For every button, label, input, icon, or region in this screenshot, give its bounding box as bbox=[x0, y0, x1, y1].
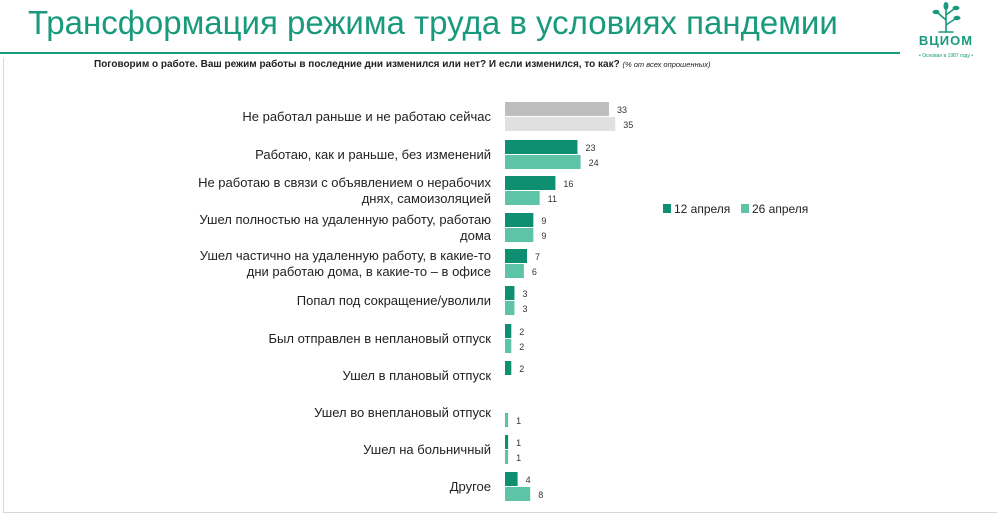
category-label: Ушел в плановый отпуск bbox=[343, 368, 492, 383]
frame-left-border bbox=[3, 58, 4, 513]
data-label: 2 bbox=[519, 342, 524, 352]
category-label: Не работаю в связи с объявлением о нераб… bbox=[198, 175, 491, 206]
bar bbox=[505, 140, 578, 154]
data-label: 23 bbox=[585, 143, 595, 153]
bar bbox=[505, 117, 616, 131]
data-label: 11 bbox=[548, 194, 557, 204]
data-label: 9 bbox=[541, 231, 546, 241]
question-text: Поговорим о работе. Ваш режим работы в п… bbox=[94, 59, 620, 70]
data-label: 1 bbox=[516, 438, 521, 448]
category-label: Был отправлен в неплановый отпуск bbox=[269, 331, 492, 346]
bar bbox=[505, 339, 512, 353]
data-label: 6 bbox=[532, 267, 537, 277]
category-label-line: днях, самоизоляцией bbox=[362, 191, 491, 206]
bar bbox=[505, 213, 534, 227]
logo-tagline: • Основан в 1987 году • bbox=[918, 53, 974, 59]
question-note: (% от всех опрошенных) bbox=[622, 60, 711, 69]
bar bbox=[505, 191, 540, 205]
bar bbox=[505, 286, 515, 300]
data-label: 8 bbox=[538, 490, 543, 500]
category-label-line: Ушел в плановый отпуск bbox=[343, 368, 492, 383]
logo-name: ВЦИОМ bbox=[918, 33, 974, 48]
bar bbox=[505, 472, 518, 486]
category-label: Ушел на больничный bbox=[363, 442, 491, 457]
category-label-line: Попал под сокращение/уволили bbox=[297, 293, 491, 308]
title-divider bbox=[0, 52, 900, 54]
category-label: Ушел полностью на удаленную работу, рабо… bbox=[199, 212, 491, 243]
bar bbox=[505, 450, 509, 464]
category-label-line: Ушел частично на удаленную работу, в как… bbox=[200, 248, 491, 263]
data-label: 9 bbox=[541, 216, 546, 226]
bar bbox=[505, 435, 509, 449]
data-label: 1 bbox=[516, 453, 521, 463]
data-label: 16 bbox=[563, 179, 573, 189]
category-label: Попал под сокращение/уволили bbox=[297, 293, 491, 308]
page-title: Трансформация режима труда в условиях па… bbox=[28, 4, 838, 41]
category-label: Ушел частично на удаленную работу, в как… bbox=[200, 248, 491, 279]
vciom-logo: ВЦИОМ • Основан в 1987 году • bbox=[899, 0, 993, 62]
data-label: 24 bbox=[589, 158, 599, 168]
bar bbox=[505, 413, 509, 427]
legend-label: 26 апреля bbox=[752, 202, 808, 216]
data-label: 2 bbox=[519, 327, 524, 337]
category-label: Работаю, как и раньше, без изменений bbox=[255, 147, 491, 162]
category-label-line: Ушел полностью на удаленную работу, рабо… bbox=[199, 212, 491, 227]
bar bbox=[505, 249, 528, 263]
data-label: 1 bbox=[516, 416, 521, 426]
category-label-line: дома bbox=[460, 228, 492, 243]
category-label-line: дни работаю дома, в какие-то – в офисе bbox=[247, 264, 491, 279]
bar bbox=[505, 487, 531, 501]
category-label-line: Не работал раньше и не работаю сейчас bbox=[242, 109, 491, 124]
bar bbox=[505, 361, 512, 375]
bar bbox=[505, 155, 581, 169]
legend-swatch bbox=[663, 204, 671, 213]
bar bbox=[505, 264, 524, 278]
category-label-line: Ушел на больничный bbox=[363, 442, 491, 457]
bar bbox=[505, 176, 556, 190]
category-label: Другое bbox=[450, 479, 491, 494]
category-label-line: Не работаю в связи с объявлением о нераб… bbox=[198, 175, 491, 190]
bar bbox=[505, 228, 534, 242]
category-label-line: Ушел во внеплановый отпуск bbox=[314, 405, 491, 420]
category-label-line: Был отправлен в неплановый отпуск bbox=[269, 331, 492, 346]
data-label: 3 bbox=[522, 289, 527, 299]
category-label-line: Работаю, как и раньше, без изменений bbox=[255, 147, 491, 162]
legend-swatch bbox=[741, 204, 749, 213]
category-label: Ушел во внеплановый отпуск bbox=[314, 405, 491, 420]
bar bbox=[505, 324, 512, 338]
bar bbox=[505, 102, 609, 116]
data-label: 7 bbox=[535, 252, 540, 262]
data-label: 2 bbox=[519, 364, 524, 374]
data-label: 35 bbox=[623, 120, 633, 130]
data-label: 3 bbox=[522, 304, 527, 314]
tree-icon bbox=[932, 2, 961, 33]
legend-label: 12 апреля bbox=[674, 202, 730, 216]
data-label: 4 bbox=[526, 475, 531, 485]
category-label-line: Другое bbox=[450, 479, 491, 494]
data-label: 33 bbox=[617, 105, 627, 115]
survey-question: Поговорим о работе. Ваш режим работы в п… bbox=[94, 59, 710, 70]
bar bbox=[505, 301, 515, 315]
frame-bottom-border bbox=[3, 512, 997, 513]
category-label: Не работал раньше и не работаю сейчас bbox=[242, 109, 491, 124]
